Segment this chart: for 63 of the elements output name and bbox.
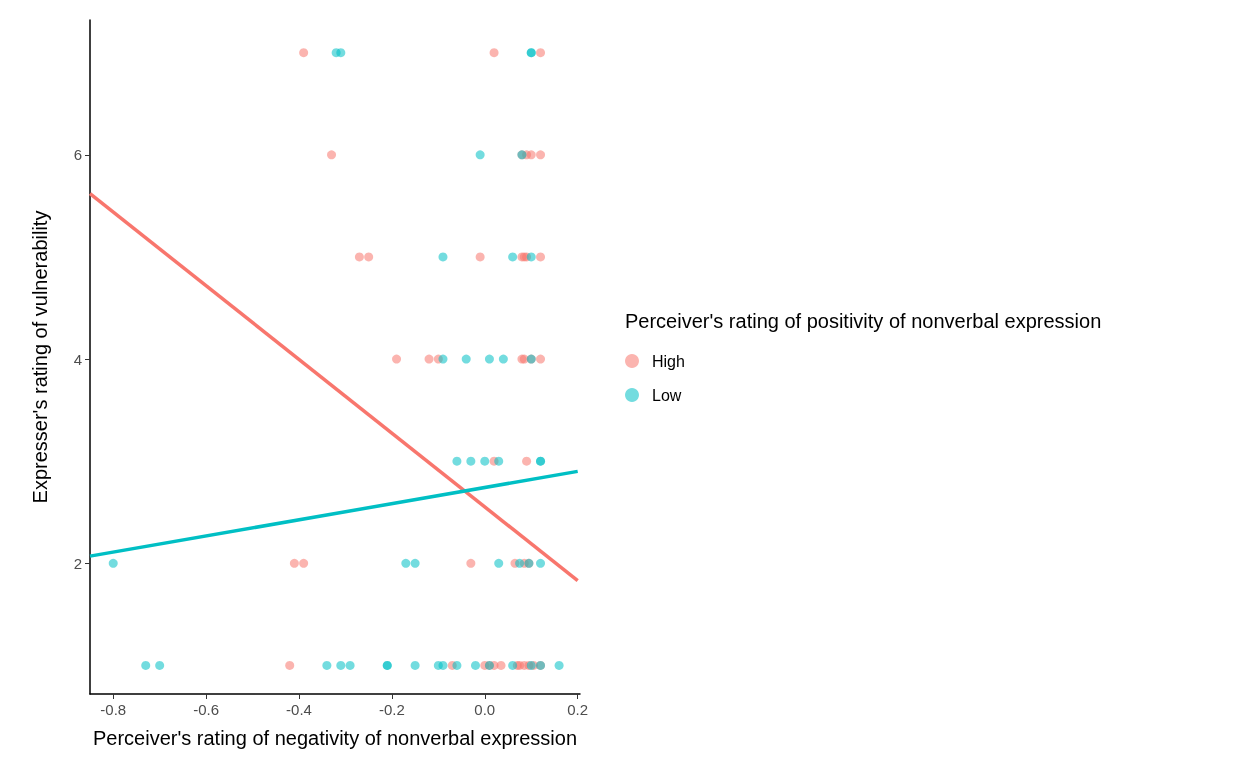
point [336, 660, 346, 670]
point [498, 354, 508, 364]
y-axis-title: Expresser's rating of vulnerability [29, 210, 51, 504]
point [438, 660, 448, 670]
x-tick-label: -0.2 [378, 701, 405, 718]
point [327, 150, 337, 160]
point [452, 456, 462, 466]
point [410, 660, 420, 670]
x-tick-label: 0.0 [474, 701, 496, 718]
point [494, 456, 504, 466]
x-tick-label: -0.4 [286, 701, 312, 718]
legend-label: High [652, 352, 685, 370]
point [536, 354, 546, 364]
x-tick-label: -0.8 [100, 701, 127, 718]
point [536, 252, 546, 262]
y-tick-label: 4 [73, 350, 82, 368]
x-tick-label: -0.6 [193, 701, 220, 718]
point [536, 150, 546, 160]
point [484, 354, 494, 364]
point [475, 252, 485, 262]
point [438, 252, 448, 262]
point [299, 48, 309, 58]
legend-label: Low [652, 386, 682, 404]
point [522, 456, 532, 466]
point [155, 660, 165, 670]
point [364, 252, 374, 262]
point [515, 558, 525, 568]
point [410, 558, 420, 568]
point [508, 660, 518, 670]
point [108, 558, 118, 568]
point [401, 558, 411, 568]
point [508, 252, 518, 262]
point [480, 456, 490, 466]
point [554, 660, 564, 670]
point [466, 456, 476, 466]
point [471, 660, 480, 670]
point [299, 558, 309, 568]
point [345, 660, 355, 670]
point [494, 558, 504, 568]
point [536, 48, 546, 58]
point [496, 660, 506, 670]
point [526, 150, 536, 160]
y-tick-label: 2 [73, 554, 82, 572]
point [452, 660, 462, 670]
point [289, 558, 299, 568]
point [392, 354, 402, 364]
point [438, 354, 448, 364]
point [526, 252, 536, 262]
point [322, 660, 332, 670]
point [461, 354, 471, 364]
legend-title: Perceiver's rating of positivity of nonverbal expression [625, 310, 1102, 332]
point [424, 354, 434, 364]
x-tick-label: 0.2 [567, 701, 589, 718]
point [489, 48, 499, 58]
point [354, 252, 364, 262]
x-axis-title: Perceiver's rating of negativity of nonverbal expression [92, 727, 578, 749]
point [141, 660, 151, 670]
point [466, 558, 476, 568]
point [336, 48, 346, 58]
y-tick-label: 6 [73, 146, 82, 164]
point [285, 660, 295, 670]
point [536, 558, 546, 568]
point [475, 150, 485, 160]
